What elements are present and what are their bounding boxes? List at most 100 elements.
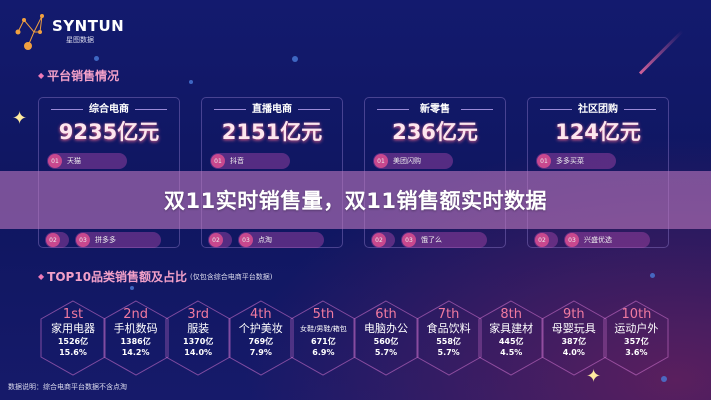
title-banner: 双11实时销售量，双11销售额实时数据 [0,171,711,229]
category-hexagon: 4th 个护美妆 769亿 7.9% [228,300,294,376]
rank-number: 03 [239,233,253,247]
logo: SYNTUN 星图数据 [12,10,124,52]
rank-item: 03 拼多多 [75,232,161,248]
category-amount: 558亿 [436,337,461,346]
rank-name: 美团闪购 [393,157,421,165]
platform-card: 新零售 236亿元 01 美团闪购 02 03 饿了么 [364,97,506,248]
decor-dot [94,56,99,61]
category-rank: 10th [621,307,652,322]
rank-item: 02 [208,232,232,248]
category-name: 家具建材 [489,322,534,335]
platform-section-heading: ◆ 平台销售情况 [38,67,119,84]
category-amount: 387亿 [561,337,587,346]
category-name: 食品饮料 [426,322,471,335]
rank-number: 01 [211,154,225,168]
rank-item: 03 饿了么 [401,232,487,248]
rank-item: 01 美团闪购 [373,153,453,169]
category-share: 15.6% [59,348,87,357]
category-hexagon: 9th 母婴玩具 387亿 4.0% [541,300,607,376]
category-hexagon: 10th 运动户外 357亿 3.6% [603,300,669,376]
hexagon-frame [40,300,106,376]
hexagon-frame [416,300,482,376]
rank-item: 01 多多买菜 [536,153,616,169]
rank-item: 03 点淘 [238,232,324,248]
rank-item: 03 兴盛优选 [564,232,650,248]
top10-section-heading: ◆ TOP10品类销售额及占比 (仅包含综合电商平台数据) [38,268,273,285]
category-hexagon: 5th 女鞋/男鞋/箱包 671亿 6.9% [290,300,356,376]
hexagon-frame [353,300,419,376]
rank-item: 02 [534,232,558,248]
rank-name: 天猫 [67,157,81,165]
platform-card: 综合电商 9235亿元 01 天猫 02 03 拼多多 [38,97,180,248]
decor-dot [189,80,193,84]
category-hexagon: 6th 电脑办公 560亿 5.7% [353,300,419,376]
hexagon-frame [603,300,669,376]
rank-name: 饿了么 [421,236,442,244]
category-rank: 1st [62,307,84,322]
rank-item: 01 抖音 [210,153,290,169]
category-share: 4.5% [500,348,523,357]
section-title: 平台销售情况 [47,69,120,83]
rank-number: 03 [76,233,90,247]
category-amount: 769亿 [248,337,274,346]
section-subtitle: (仅包含综合电商平台数据) [190,272,273,281]
card-title: 新零售 [365,103,505,116]
hexagon-frame [103,300,169,376]
category-hexagon: 1st 家用电器 1526亿 15.6% [40,300,106,376]
platform-card: 直播电商 2151亿元 01 抖音 02 03 点淘 [201,97,343,248]
rank-name: 点淘 [258,236,272,244]
section-title: TOP10品类销售额及占比 [47,270,188,284]
category-name: 服装 [187,322,210,335]
rank-number: 02 [372,233,386,247]
category-share: 5.7% [374,348,398,357]
category-name: 家用电器 [51,322,95,335]
platform-card: 社区团购 124亿元 01 多多买菜 02 03 兴盛优选 [527,97,669,248]
decor-dot [292,56,298,62]
card-title: 综合电商 [39,103,179,116]
category-rank: 8th [500,307,522,322]
card-value: 9235亿元 [58,120,160,144]
constellation-logo-icon [15,14,44,50]
hexagon-frame [228,300,294,376]
logo-subtitle: 星图数据 [66,36,94,44]
card-value: 2151亿元 [221,120,323,144]
rank-name: 多多买菜 [556,157,584,165]
category-rank: 6th [375,307,397,322]
category-amount: 357亿 [624,337,649,346]
category-hexagon: 2nd 手机数码 1386亿 14.2% [103,300,169,376]
card-value: 124亿元 [555,120,641,144]
bullet-icon: ◆ [38,272,45,281]
rank-number: 01 [374,154,388,168]
category-name: 电脑办公 [364,322,408,335]
card-title: 直播电商 [202,103,342,116]
category-share: 14.0% [184,348,213,357]
rank-name: 拼多多 [95,236,116,244]
banner-title: 双11实时销售量，双11销售额实时数据 [164,189,547,213]
category-hexagon: 8th 家具建材 445亿 4.5% [478,300,544,376]
category-rank: 9th [562,307,585,322]
category-rank: 2nd [123,307,148,322]
meteor-streak [638,30,684,75]
logo-name: SYNTUN [52,17,125,35]
category-amount: 1386亿 [120,337,151,346]
card-title: 社区团购 [528,103,668,116]
category-amount: 445亿 [498,337,524,346]
category-hexagon: 3rd 服装 1370亿 14.0% [165,300,231,376]
rank-number: 02 [535,233,549,247]
rank-name: 抖音 [230,157,244,165]
decor-dot [130,286,134,290]
rank-number: 02 [46,233,60,247]
category-hexagon: 7th 食品饮料 558亿 5.7% [416,300,482,376]
category-amount: 671亿 [311,337,336,346]
rank-number: 03 [565,233,579,247]
category-rank: 3rd [187,307,209,322]
category-rank: 4th [249,307,272,322]
category-rank: 7th [437,307,460,322]
category-amount: 1526亿 [57,337,89,346]
bullet-icon: ◆ [38,71,45,80]
rank-number: 03 [402,233,416,247]
card-value: 236亿元 [392,120,478,144]
rank-item: 01 天猫 [47,153,127,169]
hexagon-frame [541,300,607,376]
